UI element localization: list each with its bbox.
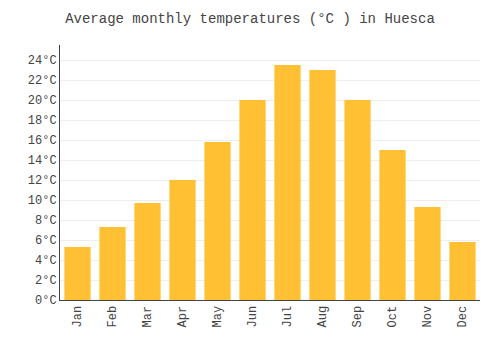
svg-text:8°C: 8°C (35, 214, 57, 228)
svg-text:24°C: 24°C (28, 54, 57, 68)
svg-text:18°C: 18°C (28, 114, 57, 128)
svg-text:Jan: Jan (71, 306, 85, 328)
svg-text:20°C: 20°C (28, 94, 57, 108)
svg-text:Jun: Jun (246, 306, 260, 328)
svg-text:16°C: 16°C (28, 134, 57, 148)
svg-text:Dec: Dec (456, 306, 470, 328)
svg-text:Mar: Mar (141, 306, 155, 328)
svg-text:May: May (211, 306, 225, 328)
svg-text:14°C: 14°C (28, 154, 57, 168)
svg-text:2°C: 2°C (35, 274, 57, 288)
svg-text:Oct: Oct (386, 306, 400, 328)
svg-text:Nov: Nov (421, 306, 435, 328)
svg-text:12°C: 12°C (28, 174, 57, 188)
svg-text:0°C: 0°C (35, 294, 57, 308)
svg-text:Average monthly temperatures (: Average monthly temperatures (°C ) in Hu… (65, 11, 435, 27)
svg-text:10°C: 10°C (28, 194, 57, 208)
svg-text:4°C: 4°C (35, 254, 57, 268)
svg-text:Jul: Jul (281, 306, 295, 328)
svg-text:Apr: Apr (176, 306, 190, 328)
svg-text:Aug: Aug (316, 306, 330, 328)
svg-text:22°C: 22°C (28, 74, 57, 88)
svg-text:Feb: Feb (106, 306, 120, 328)
svg-text:Sep: Sep (351, 306, 365, 328)
svg-text:6°C: 6°C (35, 234, 57, 248)
